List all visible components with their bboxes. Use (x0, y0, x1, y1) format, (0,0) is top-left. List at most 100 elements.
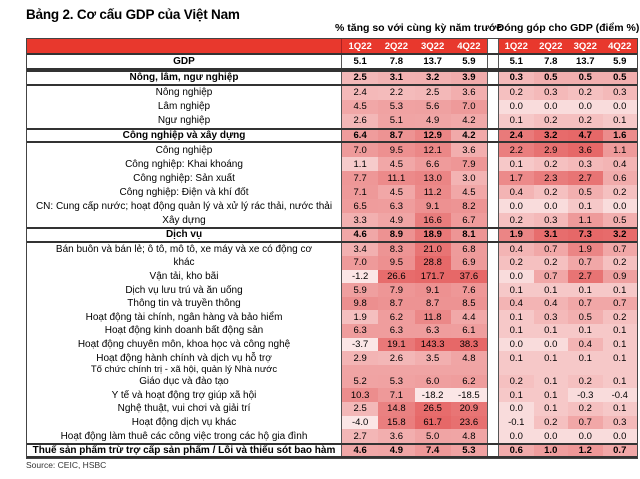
row-label: Công nghiệp và xây dựng (27, 129, 342, 141)
column-gap (487, 229, 499, 241)
table-row: Tổ chức chính trị - xã hội, quản lý Nhà … (27, 364, 637, 375)
row-label: CN: Cung cấp nước; hoạt động quản lý và … (27, 199, 342, 213)
contribution-value: 0.0 (602, 429, 637, 443)
contribution-value: 0.0 (533, 99, 568, 114)
growth-value (414, 364, 451, 375)
contribution-value: 0.0 (533, 429, 568, 443)
contribution-value: 0.2 (533, 157, 568, 171)
growth-value: 4.2 (450, 113, 487, 128)
growth-value: 9.5 (378, 256, 415, 270)
growth-value: -18.5 (450, 388, 487, 403)
contribution-value: 0.5 (568, 185, 603, 199)
growth-value: 2.6 (342, 113, 379, 128)
growth-value: 2.5 (414, 85, 451, 100)
growth-value: 10.3 (342, 388, 379, 403)
contribution-value: 0.2 (499, 374, 534, 389)
growth-value: 8.1 (450, 229, 487, 241)
growth-value: 26.6 (378, 269, 415, 284)
column-gap (487, 388, 499, 403)
growth-value: 18.9 (414, 229, 451, 241)
row-label: Thông tin và truyền thông (27, 296, 342, 311)
row-label: Y tế và hoạt động trợ giúp xã hội (27, 388, 342, 403)
column-gap (487, 310, 499, 325)
growth-value (378, 364, 415, 375)
contribution-value: 0.0 (499, 199, 534, 213)
contribution-value: 0.1 (499, 388, 534, 403)
growth-value: 4.9 (378, 444, 415, 457)
growth-value: -18.2 (414, 388, 451, 403)
column-gap (487, 199, 499, 213)
contribution-value (533, 364, 568, 375)
contribution-value: 0.1 (499, 324, 534, 338)
contribution-value: 0.7 (533, 269, 568, 284)
contribution-value: 0.0 (602, 199, 637, 213)
contribution-value: 0.1 (602, 113, 637, 128)
table-row: khác 7.0 9.5 28.8 6.9 0.2 0.2 0.7 0.2 (27, 256, 637, 270)
contribution-value: 2.3 (533, 171, 568, 185)
contribution-value: 7.8 (533, 55, 568, 68)
contribution-value: 0.0 (568, 99, 603, 114)
growth-value: 2.9 (342, 351, 379, 365)
row-label: Hoạt động kinh doanh bất động sản (27, 324, 342, 338)
growth-value: 11.1 (378, 171, 415, 185)
table-row: Công nghiệp: Khai khoáng 1.1 4.5 6.6 7.9 0.1 0… (27, 157, 637, 171)
growth-value: 4.8 (450, 429, 487, 443)
column-gap (487, 444, 499, 457)
contribution-value: 0.1 (499, 283, 534, 297)
row-label: Lâm nghiệp (27, 99, 342, 114)
contribution-value: 0.1 (568, 351, 603, 365)
growth-value: 2.4 (342, 85, 379, 100)
table-title: Bảng 2. Cơ cấu GDP của Việt Nam (26, 7, 240, 22)
contribution-value: 0.1 (533, 283, 568, 297)
growth-value: 8.7 (378, 296, 415, 311)
contribution-value: 2.9 (533, 143, 568, 157)
contribution-value: 0.1 (602, 402, 637, 416)
contribution-value: 0.2 (499, 85, 534, 100)
table-row: Nông, lâm, ngư nghiệp 2.5 3.1 3.2 3.9 0.3 0.5 0… (27, 70, 637, 86)
contribution-value: 0.4 (602, 157, 637, 171)
growth-value: 8.5 (450, 296, 487, 311)
contribution-value: 1.9 (499, 229, 534, 241)
growth-value: 5.9 (450, 55, 487, 68)
contribution-value: 4.7 (568, 129, 603, 141)
row-label: Vận tải, kho bãi (27, 269, 342, 284)
growth-value: 5.1 (342, 55, 379, 68)
growth-value: 6.1 (450, 324, 487, 338)
contribution-value: 0.1 (602, 374, 637, 389)
growth-value (342, 364, 379, 375)
growth-value: 4.8 (450, 351, 487, 365)
growth-value: 2.6 (378, 351, 415, 365)
contribution-value: 0.7 (568, 296, 603, 311)
contribution-value: 0.1 (499, 351, 534, 365)
contribution-value: 0.2 (602, 310, 637, 325)
row-label: Công nghiệp: Điện và khí đốt (27, 185, 342, 199)
growth-value: 4.5 (450, 185, 487, 199)
growth-value: 4.6 (342, 444, 379, 457)
growth-value: 4.2 (450, 129, 487, 141)
column-gap (487, 99, 499, 114)
growth-value: 5.2 (342, 374, 379, 389)
growth-value: 5.6 (414, 99, 451, 114)
growth-value: 5.1 (378, 113, 415, 128)
contribution-value: 0.1 (602, 283, 637, 297)
table-row: Thông tin và truyền thông 9.8 8.7 8.7 8.5 0.4… (27, 296, 637, 311)
column-gap (487, 185, 499, 199)
table-row: Công nghiệp: Sản xuất 7.7 11.1 13.0 3.0 1.7 2.… (27, 171, 637, 185)
contribution-value: 13.7 (568, 55, 603, 68)
contribution-value: 0.4 (568, 337, 603, 352)
growth-value: 3.6 (450, 143, 487, 157)
contribution-value: 0.6 (602, 171, 637, 185)
column-gap (487, 171, 499, 185)
contribution-value: 0.2 (533, 256, 568, 270)
growth-value: 28.8 (414, 256, 451, 270)
table-row: Hoạt động làm thuê các công việc trong c… (27, 429, 637, 443)
contribution-value: 0.0 (499, 402, 534, 416)
growth-value: 7.4 (414, 444, 451, 457)
growth-value: 3.9 (450, 72, 487, 84)
contribution-value: 0.1 (568, 199, 603, 213)
contribution-value: 0.0 (499, 269, 534, 284)
growth-value: 3.4 (342, 242, 379, 257)
contribution-value: 0.0 (499, 429, 534, 443)
contribution-value: 0.4 (499, 185, 534, 199)
table-row: Công nghiệp 7.0 9.5 12.1 3.6 2.2 2.9 3.6 1.1 (27, 143, 637, 157)
